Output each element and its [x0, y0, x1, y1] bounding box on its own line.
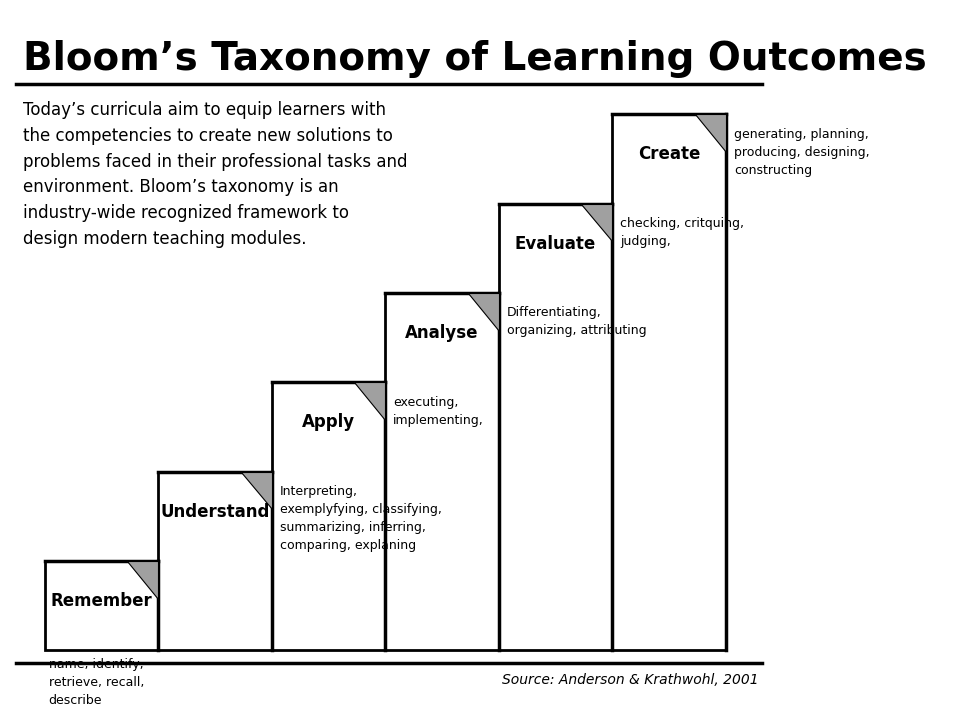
- Text: Create: Create: [637, 145, 700, 163]
- Text: Understand: Understand: [160, 503, 270, 521]
- Polygon shape: [241, 472, 272, 509]
- Text: Evaluate: Evaluate: [515, 235, 596, 253]
- Text: Remember: Remember: [51, 593, 153, 611]
- Text: Today’s curricula aim to equip learners with
the competencies to create new solu: Today’s curricula aim to equip learners …: [23, 102, 407, 248]
- Text: Source: Anderson & Krathwohl, 2001: Source: Anderson & Krathwohl, 2001: [502, 673, 758, 687]
- Polygon shape: [582, 204, 612, 241]
- Text: Interpreting,
exemplyfying, classifying,
summarizing, inferring,
comparing, expl: Interpreting, exemplyfying, classifying,…: [279, 485, 442, 552]
- Text: Apply: Apply: [301, 413, 355, 431]
- Text: executing,
implementing,: executing, implementing,: [394, 396, 484, 427]
- Polygon shape: [354, 382, 385, 420]
- Polygon shape: [468, 293, 499, 330]
- Text: generating, planning,
producing, designing,
constructing: generating, planning, producing, designi…: [734, 127, 870, 176]
- Polygon shape: [44, 114, 726, 650]
- Text: Analyse: Analyse: [405, 324, 479, 342]
- Text: Differentiating,
organizing, attributing: Differentiating, organizing, attributing: [507, 306, 646, 337]
- Text: checking, critquing,
judging,: checking, critquing, judging,: [620, 217, 744, 248]
- Polygon shape: [695, 114, 726, 152]
- Text: Bloom’s Taxonomy of Learning Outcomes: Bloom’s Taxonomy of Learning Outcomes: [23, 40, 926, 78]
- Polygon shape: [128, 561, 158, 599]
- Text: name, identify,
retrieve, recall,
describe: name, identify, retrieve, recall, descri…: [49, 658, 144, 707]
